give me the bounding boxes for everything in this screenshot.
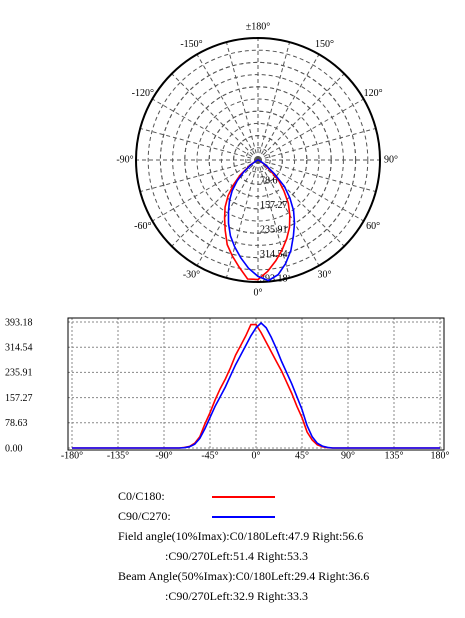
angle-label: -90° [116,154,133,165]
y-tick-label: 235.91 [5,368,33,379]
spoke [257,159,291,278]
r-tick-label: 78.6 [260,176,278,187]
ring-minor [245,147,271,173]
x-tick-label: -45° [201,450,218,461]
spoke [196,159,259,266]
x-tick-label: -180° [61,450,83,461]
spoke [225,159,259,278]
angle-label: 90° [384,154,398,165]
spoke [257,159,320,266]
r-tick-label: 393.18 [260,273,288,284]
polar-curve [223,159,291,281]
angle-label: 30° [317,269,331,280]
r-tick-label: 314.54 [260,249,288,260]
spoke [140,159,259,193]
annotation: Beam Angle(50%Imax):C0/180Left:29.4 Righ… [118,569,369,583]
spoke [152,159,259,222]
ring [208,110,308,210]
annotation: Field angle(10%Imax):C0/180Left:47.9 Rig… [118,529,363,543]
spoke [257,159,345,247]
y-tick-label: 78.63 [5,418,28,429]
x-tick-label: 90° [341,450,355,461]
spoke [257,54,320,161]
spoke [257,42,291,161]
ring-minor [147,49,369,271]
x-tick-label: 0° [252,450,261,461]
r-tick-label: 235.91 [260,224,288,235]
y-tick-label: 157.27 [5,393,33,404]
ring [233,135,283,185]
x-tick-label: -135° [107,450,129,461]
x-tick-label: 45° [295,450,309,461]
plot-frame [67,317,445,451]
annotation: :C90/270Left:32.9 Right:33.3 [165,589,308,603]
outer-circle [135,37,381,283]
spoke [152,98,259,161]
ring [159,61,357,259]
angle-label: -150° [180,39,202,50]
annotation: :C90/270Left:51.4 Right:53.3 [165,549,308,563]
angle-label: -120° [132,88,154,99]
ring-minor [172,74,344,246]
ring [184,86,332,234]
spoke [257,159,364,222]
series-line [72,321,440,449]
spoke [171,159,259,247]
angle-label: ±180° [246,21,271,32]
angle-label: -30° [183,269,200,280]
angle-label: 0° [254,287,263,298]
legend-label: C0/C180: [118,489,165,503]
legend-label: C90/C270: [118,509,171,523]
spoke [171,73,259,161]
spoke [225,42,259,161]
x-tick-label: -90° [155,450,172,461]
ring-minor [220,122,296,198]
x-tick-label: 180° [431,450,450,461]
spoke [140,127,259,161]
angle-label: 120° [364,88,383,99]
series-line [72,323,440,449]
ring-minor [196,98,320,222]
spoke [196,54,259,161]
spoke [257,127,376,161]
y-tick-label: 314.54 [5,342,33,353]
spoke [257,73,345,161]
spoke [257,159,376,193]
y-tick-label: 393.18 [5,317,33,328]
y-tick-label: 0.00 [5,443,23,454]
x-tick-label: 135° [385,450,404,461]
angle-label: 60° [366,221,380,232]
spoke [257,98,364,161]
angle-label: -60° [134,221,151,232]
angle-label: 150° [315,39,334,50]
polar-curve [227,159,296,282]
r-tick-label: 157.27 [260,200,288,211]
